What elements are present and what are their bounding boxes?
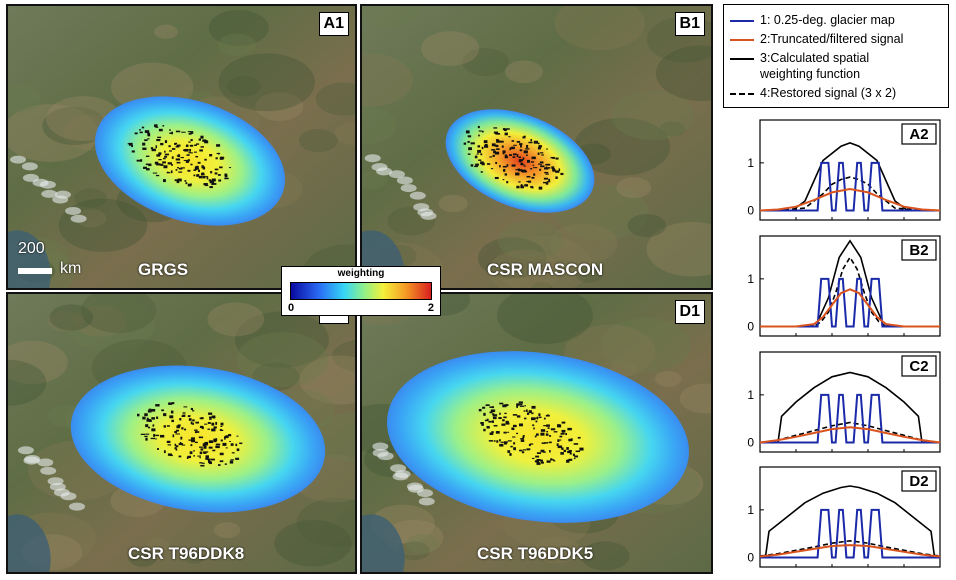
profile-svg-a2: 0 1 A2: [747, 119, 941, 221]
weighting-colorbar: weighting 0 2: [281, 266, 441, 316]
profile-label: D2: [909, 473, 928, 490]
profile-chart-c2: 0 1 C2: [732, 348, 946, 460]
legend-swatch-1: [730, 20, 754, 22]
y-tick-label: 1: [747, 503, 754, 517]
series-line-3: [760, 371, 940, 444]
panel-label-a1: A1: [318, 12, 349, 36]
legend-text-5: 4:Restored signal (3 x 2): [760, 86, 897, 100]
series-line-1: [760, 393, 940, 444]
satellite-map-d1: [362, 294, 711, 572]
panel-label-d1: D1: [674, 300, 705, 324]
profile-label-box: [901, 123, 937, 145]
map-title-d1: CSR T96DDK5: [477, 544, 594, 563]
series-line-2: [759, 187, 941, 212]
series-line-1: [760, 508, 940, 559]
legend: 1: 0.25-deg. glacier map 2:Truncated/filt…: [723, 4, 949, 108]
colorbar-min: 0: [288, 302, 295, 314]
legend-text-1: 1: 0.25-deg. glacier map: [760, 13, 895, 27]
profile-label-box: [901, 355, 937, 377]
y-tick-label: 0: [747, 319, 754, 333]
legend-swatch-2: [730, 39, 754, 41]
satellite-map-c1: [8, 294, 355, 572]
y-tick-label: 0: [747, 203, 754, 217]
colorbar-title: weighting: [337, 268, 385, 279]
y-tick-label: 1: [747, 272, 754, 286]
profile-chart-a2: 0 1 A2: [732, 116, 946, 228]
series-line-2: [759, 544, 941, 558]
satellite-map-b1: [362, 6, 711, 288]
satellite-map-a1: [8, 6, 355, 288]
series-line-2: [759, 426, 941, 444]
legend-swatch-5: [730, 93, 754, 95]
profile-label: A2: [909, 126, 928, 143]
series-line-4: [759, 539, 941, 557]
profile-svg-b2: 0 1 B2: [747, 235, 941, 337]
legend-text-3: 3:Calculated spatial: [760, 51, 870, 65]
colorbar-max: 2: [427, 302, 434, 314]
series-line-3: [760, 485, 940, 559]
colorbar-gradient: [290, 282, 432, 300]
map-title-b1: CSR MASCON: [487, 260, 604, 279]
profile-label: B2: [909, 242, 928, 259]
map-title-c1: CSR T96DDK8: [128, 544, 245, 563]
legend-swatch-3: [730, 58, 754, 60]
map-panel-b1: B1 CSR MASCON: [360, 4, 713, 290]
legend-text-2: 2:Truncated/filtered signal: [760, 32, 904, 46]
legend-text-4: weighting function: [760, 67, 861, 81]
panel-label-b1: B1: [674, 12, 705, 36]
profile-label-box: [901, 470, 937, 492]
map-title-a1: GRGS: [138, 260, 189, 279]
scale-bar-line: [18, 268, 52, 274]
profile-svg-c2: 0 1 C2: [747, 351, 941, 453]
profile-label: C2: [909, 358, 928, 375]
map-panel-a1: A1 GRGS: [6, 4, 357, 290]
map-panel-c1: C1CSR T96DDK8: [6, 292, 357, 574]
series-line-2: [760, 288, 940, 328]
profile-label-box: [901, 239, 937, 261]
map-panel-d1: D1 CSR T96DDK5: [360, 292, 713, 574]
y-tick-label: 0: [747, 435, 754, 449]
y-tick-label: 1: [747, 156, 754, 170]
y-tick-label: 1: [747, 388, 754, 402]
series-line-4: [759, 176, 941, 212]
series-line-1: [760, 277, 940, 328]
profile-svg-d2: 0 1 D2: [747, 466, 941, 568]
series-line-1: [760, 161, 940, 212]
profile-chart-b2: 0 1 B2: [732, 232, 946, 344]
series-line-4: [760, 255, 940, 328]
scale-value: 200: [18, 240, 45, 257]
profile-chart-d2: 0 1 D2: [732, 463, 946, 575]
scale-unit: km: [60, 260, 82, 277]
y-tick-label: 0: [747, 550, 754, 564]
